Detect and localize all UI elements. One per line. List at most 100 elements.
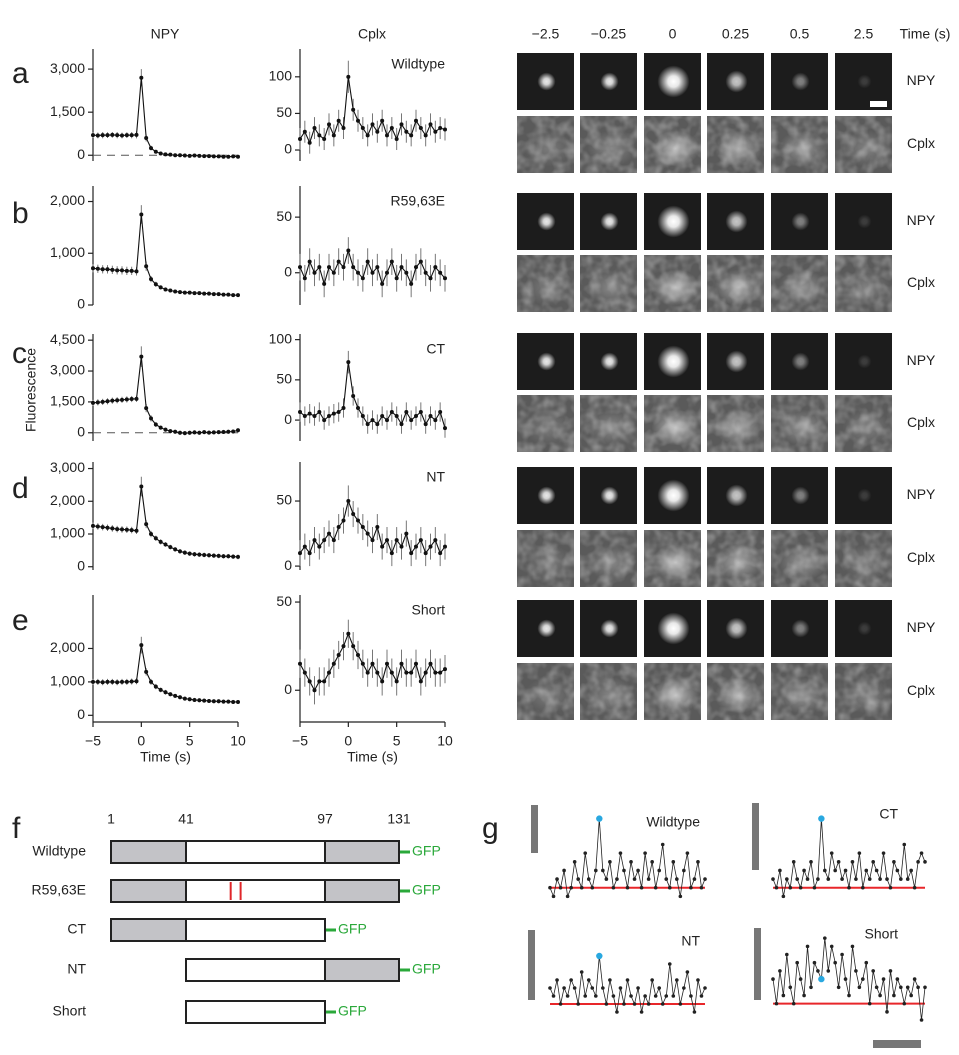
data-point xyxy=(144,406,149,411)
npy-spot xyxy=(657,205,690,238)
data-point xyxy=(211,430,216,435)
data-point xyxy=(307,140,312,145)
y-tick-label: 0 xyxy=(284,263,292,279)
data-point xyxy=(120,268,124,273)
trace-point xyxy=(696,860,700,864)
data-point xyxy=(346,499,351,504)
trace-point xyxy=(836,985,841,990)
data-point xyxy=(149,146,153,151)
y-tick-label: 50 xyxy=(276,492,292,508)
y-tick-label: 100 xyxy=(269,330,293,346)
data-point xyxy=(438,126,443,131)
data-point xyxy=(336,259,341,264)
data-point xyxy=(115,527,120,532)
time-label: 0.25 xyxy=(722,26,749,42)
trace-point xyxy=(615,877,619,881)
trace-point xyxy=(774,885,779,890)
data-point xyxy=(404,670,409,675)
data-point xyxy=(207,553,211,558)
trace-label: NT xyxy=(681,933,700,949)
cplx-noise xyxy=(580,530,637,587)
column-title: NPY xyxy=(151,26,180,42)
cplx-noise xyxy=(580,663,637,720)
data-point xyxy=(129,268,134,273)
y-tick-label: 50 xyxy=(276,371,292,387)
trace-point xyxy=(802,868,806,873)
construct-label: Wildtype xyxy=(32,843,86,859)
trace-point xyxy=(836,860,841,864)
npy-spot xyxy=(857,488,872,503)
trace-point xyxy=(864,868,869,873)
data-point xyxy=(226,699,231,704)
trace-point xyxy=(809,860,813,864)
data-point xyxy=(438,410,443,415)
data-point xyxy=(302,544,307,549)
data-point xyxy=(389,670,394,675)
data-point xyxy=(163,542,168,547)
trace-point xyxy=(867,877,872,881)
trace-point xyxy=(551,994,556,998)
trace-point xyxy=(850,860,855,864)
trace-point xyxy=(847,885,851,890)
data-point xyxy=(91,400,95,405)
data-point xyxy=(110,398,115,403)
data-point xyxy=(149,277,153,282)
row-label: Cplx xyxy=(907,549,935,565)
data-point xyxy=(182,290,187,295)
data-point xyxy=(100,267,105,272)
npy-spot xyxy=(657,479,690,512)
data-point xyxy=(197,430,202,435)
domain-segment xyxy=(110,879,187,903)
domain-segment xyxy=(185,918,326,942)
npy-spot xyxy=(791,619,810,638)
cplx-noise xyxy=(707,663,764,720)
condition-label: CT xyxy=(426,341,445,357)
data-point xyxy=(158,687,163,692)
residue-label: 41 xyxy=(178,811,194,827)
data-point xyxy=(428,276,433,281)
data-point xyxy=(298,661,302,666)
trace-point xyxy=(565,994,570,998)
trace-point xyxy=(548,885,552,890)
x-tick-label: −5 xyxy=(85,733,101,749)
data-point xyxy=(163,152,168,157)
npy-spot xyxy=(725,484,748,507)
trace-point xyxy=(579,885,584,890)
trace-point xyxy=(791,1001,796,1006)
cplx-noise xyxy=(517,663,574,720)
condition-label: R59,63E xyxy=(391,193,445,209)
data-point xyxy=(409,551,414,556)
npy-spot xyxy=(600,72,619,91)
data-point xyxy=(322,679,327,684)
data-point xyxy=(423,133,428,138)
data-point xyxy=(182,696,187,701)
data-point xyxy=(423,551,428,556)
data-point xyxy=(192,153,197,158)
data-point xyxy=(351,265,356,270)
data-point xyxy=(302,670,307,675)
row-label: NPY xyxy=(907,72,936,88)
y-tick-label: 0 xyxy=(77,146,85,162)
data-point xyxy=(399,265,404,270)
y-tick-label: 3,000 xyxy=(50,60,85,76)
npy-spot xyxy=(725,210,748,233)
data-point xyxy=(322,538,327,543)
y-tick-label: 50 xyxy=(276,208,292,224)
data-point xyxy=(360,126,365,131)
data-point xyxy=(187,290,192,295)
data-point xyxy=(428,661,433,666)
trace-point xyxy=(703,877,707,881)
data-point xyxy=(231,429,236,434)
trace-point xyxy=(664,877,669,881)
data-point xyxy=(423,270,428,275)
data-point xyxy=(351,393,356,398)
trace-point xyxy=(675,877,679,881)
data-point xyxy=(173,153,178,158)
npy-spot xyxy=(600,352,619,371)
trace-point xyxy=(912,885,917,890)
trace-point xyxy=(888,969,893,973)
data-point xyxy=(120,527,124,532)
trace-point xyxy=(699,994,704,998)
trace-point xyxy=(593,868,598,873)
trace-point xyxy=(650,860,654,864)
